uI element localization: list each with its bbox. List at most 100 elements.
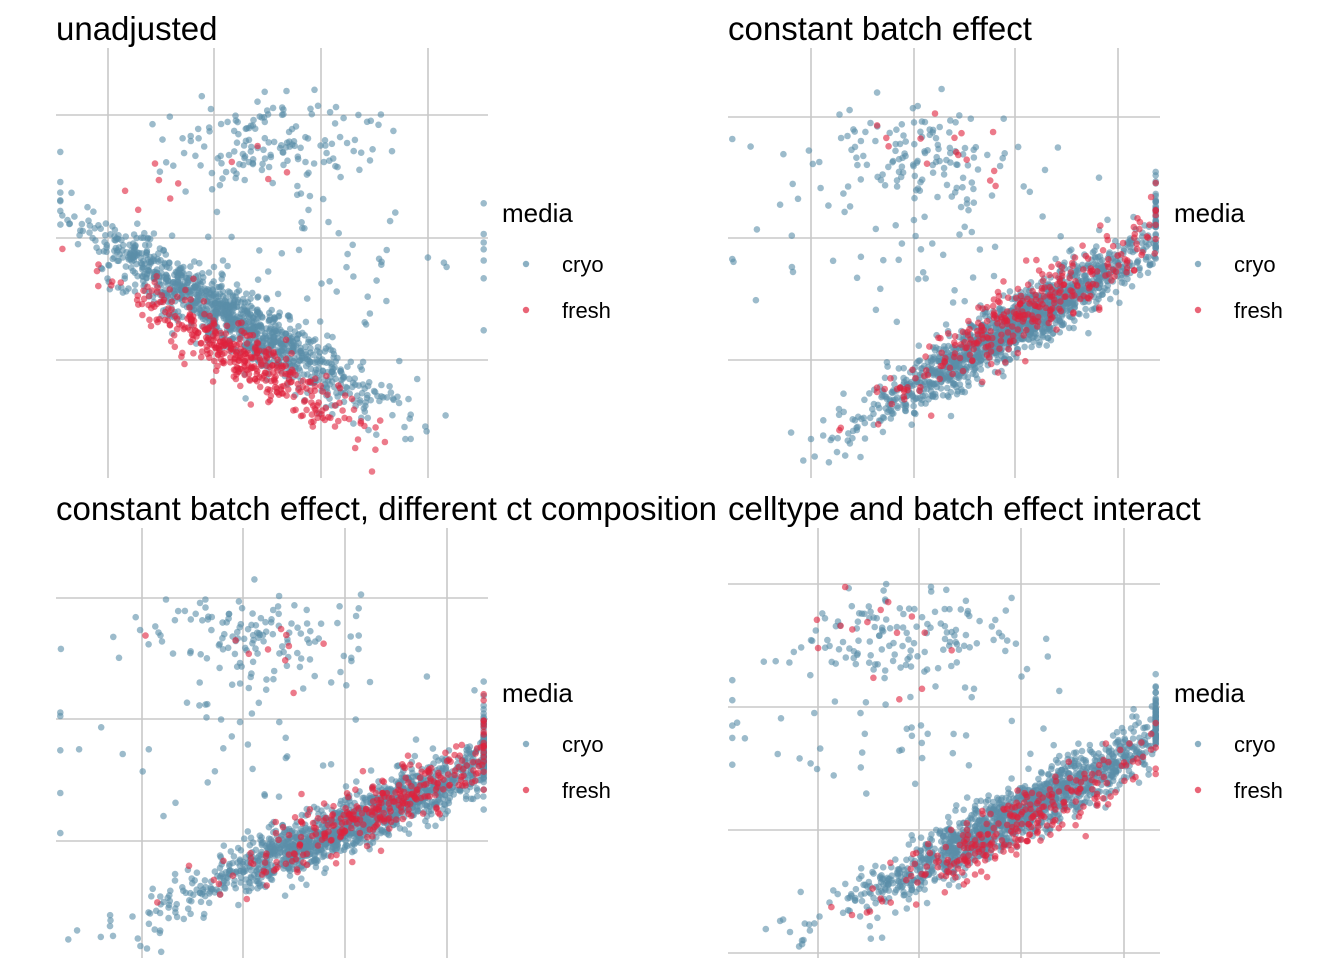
point-cryo — [995, 356, 1002, 363]
point-cryo — [260, 147, 267, 154]
point-cryo — [202, 877, 209, 884]
point-cryo — [870, 411, 877, 418]
point-fresh — [1152, 236, 1159, 243]
point-fresh — [231, 373, 238, 380]
point-cryo — [378, 393, 385, 400]
point-cryo — [111, 248, 118, 255]
point-cryo — [57, 208, 64, 215]
point-cryo — [278, 142, 285, 149]
point-cryo — [199, 891, 206, 898]
point-cryo — [157, 927, 164, 934]
point-cryo — [172, 871, 179, 878]
point-fresh — [990, 129, 997, 136]
point-cryo — [858, 253, 865, 260]
point-fresh — [190, 276, 197, 283]
point-cryo — [388, 776, 395, 783]
point-fresh — [283, 337, 290, 344]
point-cryo — [836, 111, 843, 118]
point-cryo — [1096, 174, 1103, 181]
point-cryo — [401, 424, 408, 431]
point-cryo — [480, 806, 487, 813]
point-cryo — [934, 194, 941, 201]
point-cryo — [318, 280, 325, 287]
point-cryo — [160, 247, 167, 254]
point-cryo — [250, 161, 257, 168]
point-fresh — [290, 407, 297, 414]
point-cryo — [912, 233, 919, 240]
point-cryo — [941, 171, 948, 178]
point-cryo — [105, 262, 112, 269]
point-cryo — [1000, 115, 1007, 122]
point-cryo — [849, 435, 856, 442]
point-cryo — [1072, 300, 1079, 307]
point-cryo — [167, 113, 174, 120]
point-fresh — [288, 350, 295, 357]
point-cryo — [947, 117, 954, 124]
point-cryo — [226, 861, 233, 868]
point-fresh — [1007, 339, 1014, 346]
point-cryo — [207, 888, 214, 895]
point-cryo — [991, 273, 998, 280]
point-fresh — [236, 368, 243, 375]
point-cryo — [860, 153, 867, 160]
point-fresh — [336, 400, 343, 407]
point-fresh — [1068, 269, 1075, 276]
point-cryo — [257, 113, 264, 120]
point-cryo — [140, 264, 147, 271]
point-cryo — [146, 242, 153, 249]
point-fresh — [213, 368, 220, 375]
point-fresh — [1005, 329, 1012, 336]
point-cryo — [480, 710, 487, 717]
legend-label-fresh: fresh — [562, 298, 611, 323]
point-fresh — [924, 160, 931, 167]
point-cryo — [1028, 344, 1035, 351]
point-cryo — [1119, 279, 1126, 286]
point-cryo — [363, 321, 370, 328]
point-fresh — [285, 386, 292, 393]
point-cryo — [174, 274, 181, 281]
point-cryo — [219, 272, 226, 279]
point-fresh — [172, 344, 179, 351]
point-fresh — [1029, 288, 1036, 295]
point-cryo — [989, 192, 996, 199]
point-fresh — [221, 360, 228, 367]
point-cryo — [396, 358, 403, 365]
point-cryo — [1027, 189, 1034, 196]
point-cryo — [217, 153, 224, 160]
point-cryo — [137, 943, 144, 950]
point-cryo — [965, 162, 972, 169]
point-cryo — [255, 276, 262, 283]
legend: media cryo fresh — [1174, 198, 1283, 323]
point-cryo — [248, 122, 255, 129]
point-cryo — [1124, 276, 1131, 283]
point-fresh — [152, 160, 159, 167]
point-cryo — [311, 87, 318, 94]
point-cryo — [303, 882, 310, 889]
point-fresh — [254, 339, 261, 346]
point-fresh — [967, 336, 974, 343]
point-cryo — [872, 138, 879, 145]
point-fresh — [198, 340, 205, 347]
point-cryo — [432, 823, 439, 830]
point-cryo — [270, 105, 277, 112]
point-cryo — [816, 159, 823, 166]
point-cryo — [66, 221, 73, 228]
point-cryo — [1129, 283, 1136, 290]
point-cryo — [862, 129, 869, 136]
point-cryo — [788, 429, 795, 436]
point-cryo — [922, 150, 929, 157]
point-cryo — [729, 256, 736, 263]
point-fresh — [987, 328, 994, 335]
point-cryo — [911, 410, 918, 417]
point-fresh — [190, 350, 197, 357]
point-cryo — [248, 144, 255, 151]
point-cryo — [470, 796, 477, 803]
point-cryo — [90, 208, 97, 215]
point-cryo — [1082, 306, 1089, 313]
point-fresh — [1152, 207, 1159, 214]
point-cryo — [289, 126, 296, 133]
point-fresh — [297, 389, 304, 396]
point-fresh — [1148, 194, 1155, 201]
point-cryo — [890, 410, 897, 417]
point-cryo — [378, 382, 385, 389]
